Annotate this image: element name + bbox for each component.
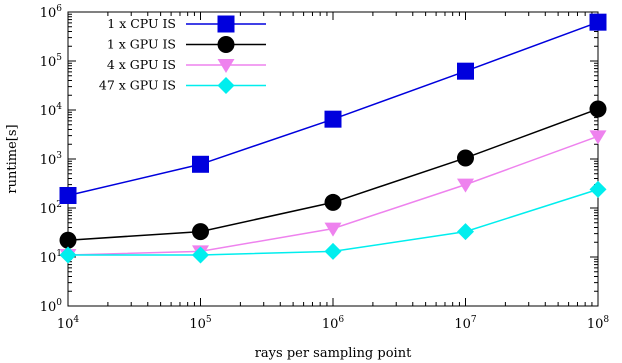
data-point bbox=[324, 222, 342, 237]
x-tick-label: 107 bbox=[454, 315, 477, 332]
legend-label: 1 x GPU IS bbox=[107, 37, 176, 52]
x-tick-label: 106 bbox=[322, 315, 345, 332]
data-point bbox=[589, 180, 607, 198]
data-point bbox=[324, 193, 342, 211]
series-1 bbox=[59, 13, 607, 204]
data-point bbox=[589, 13, 607, 31]
series-line bbox=[67, 108, 599, 241]
series-layer bbox=[59, 13, 607, 264]
y-tick-label: 106 bbox=[40, 4, 63, 21]
y-tick-label: 104 bbox=[40, 102, 63, 119]
legend: 1 x CPU IS 1 x GPU IS 4 x GPU IS 47 x GPU I… bbox=[99, 15, 266, 94]
legend-marker bbox=[217, 15, 235, 33]
data-point bbox=[589, 100, 607, 118]
data-point bbox=[457, 62, 474, 80]
data-point bbox=[192, 246, 209, 264]
legend-label: 47 x GPU IS bbox=[99, 78, 176, 93]
data-point bbox=[192, 155, 209, 173]
y-tick-label: 100 bbox=[40, 298, 63, 315]
data-point bbox=[59, 231, 77, 249]
data-point bbox=[324, 110, 342, 128]
x-tick-label: 104 bbox=[57, 315, 80, 332]
series-2 bbox=[59, 100, 607, 249]
data-point bbox=[324, 242, 342, 260]
data-point bbox=[457, 149, 474, 167]
y-tick-label: 101 bbox=[40, 249, 62, 266]
x-axis-label: rays per sampling point bbox=[255, 346, 412, 361]
legend-label: 4 x GPU IS bbox=[107, 57, 176, 72]
y-tick-label: 105 bbox=[40, 53, 63, 70]
series-4 bbox=[59, 180, 607, 264]
y-tick-label: 103 bbox=[40, 151, 63, 168]
data-point bbox=[589, 130, 607, 145]
x-tick-label: 108 bbox=[587, 315, 610, 332]
data-point bbox=[59, 186, 77, 204]
data-point bbox=[192, 223, 209, 241]
y-axis-label: runtime[s] bbox=[5, 124, 20, 193]
x-tick-label: 105 bbox=[189, 315, 212, 332]
legend-marker bbox=[217, 36, 235, 53]
legend-label: 1 x CPU IS bbox=[107, 16, 176, 31]
legend-marker bbox=[217, 77, 235, 94]
data-point bbox=[59, 246, 77, 264]
tick-labels: 104 105 106 107 108 100 101 102 103 104 105 106 bbox=[40, 4, 610, 332]
y-tick-label: 102 bbox=[40, 200, 62, 217]
legend-marker bbox=[217, 59, 235, 73]
data-point bbox=[457, 178, 474, 193]
data-point bbox=[457, 223, 474, 241]
